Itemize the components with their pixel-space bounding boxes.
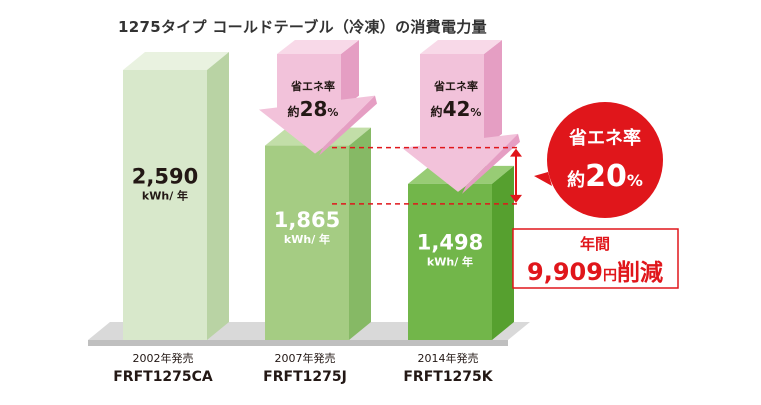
category-model-label: FRFT1275J	[263, 369, 347, 385]
savings-box-label: 年間	[580, 235, 610, 253]
callout-label: 省エネ率	[568, 127, 641, 149]
category-year-label: 2007年発売	[275, 351, 336, 365]
bar-side-face	[492, 165, 514, 340]
callout-circle	[547, 102, 663, 218]
arrow-rate-label: 省エネ率	[433, 79, 478, 93]
bar-side-face	[349, 127, 371, 340]
bar-side-face	[207, 52, 229, 340]
bar-unit-label: kWh/ 年	[427, 254, 473, 268]
bar-top-face	[123, 52, 229, 70]
arrow-side	[484, 40, 502, 148]
arrow-body	[277, 54, 341, 110]
chart-title: 1275タイプ コールドテーブル（冷凍）の消費電力量	[118, 18, 487, 36]
bar-front-face	[265, 145, 349, 340]
arrow-top	[277, 40, 359, 54]
category-model-label: FRFT1275CA	[113, 369, 213, 385]
savings-box-frame	[512, 228, 679, 289]
annual-savings-box: 年間 9,909円削減	[512, 228, 679, 289]
arrow-rate-value: 約42%	[431, 97, 482, 121]
arrow-rate-value: 約28%	[288, 97, 339, 121]
bar-value-label: 2,590	[132, 164, 198, 188]
floor-edge	[88, 340, 508, 346]
callout-value: 約20%	[567, 159, 643, 194]
bar-unit-label: kWh/ 年	[142, 188, 188, 202]
callout-pointer	[534, 172, 552, 186]
diff-arrow-up-head	[510, 148, 522, 157]
arrow-head-side	[462, 133, 520, 194]
savings-box-amount: 9,909円削減	[527, 258, 663, 286]
bar-front-face	[408, 183, 492, 340]
arrow-head-side	[319, 95, 377, 156]
arrow-head	[402, 133, 518, 192]
bar-value-label: 1,865	[274, 208, 340, 232]
category-year-label: 2002年発売	[133, 351, 194, 365]
diff-arrow-down-head	[510, 194, 522, 203]
category-model-label: FRFT1275K	[403, 369, 493, 385]
arrow-side	[341, 40, 359, 110]
arrow-head	[259, 95, 375, 154]
bar-unit-label: kWh/ 年	[284, 232, 330, 246]
category-year-label: 2014年発売	[418, 351, 479, 365]
arrow-rate-label: 省エネ率	[290, 79, 335, 93]
arrow-body	[420, 54, 484, 148]
arrow-top	[420, 40, 502, 54]
bar-front-face	[123, 70, 207, 340]
bar-value-label: 1,498	[417, 230, 483, 254]
